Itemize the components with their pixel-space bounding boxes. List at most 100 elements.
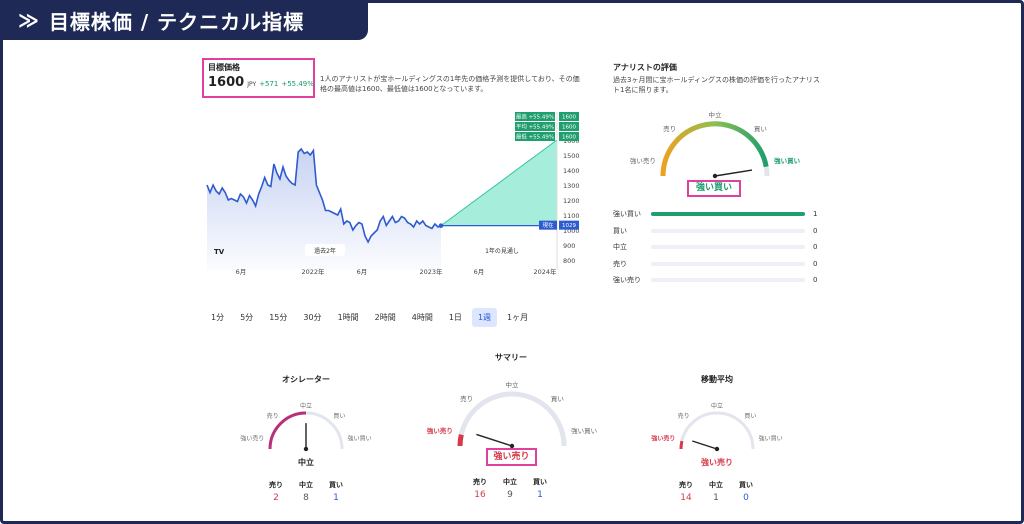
timeframe-button[interactable]: 15分: [269, 313, 288, 322]
gauge-label: 強い売り: [240, 434, 264, 442]
gauge-label: 強い買い: [571, 427, 597, 435]
gauge-pivot: [303, 446, 309, 452]
past-label-bg: [305, 244, 345, 256]
count-sell: 16: [474, 490, 486, 500]
y-tick-label: 1100: [563, 212, 580, 220]
x-tick-label: 6月: [357, 268, 368, 276]
count-sell-label: 売り: [269, 481, 283, 489]
current-value-bg: [559, 220, 579, 230]
price-line: [206, 147, 442, 244]
rating-count: 0: [813, 259, 818, 268]
count-neutral-label: 中立: [709, 481, 723, 489]
rating-row: 強い買い 1: [613, 206, 823, 223]
target-description: 1人のアナリストが宝ホールディングスの1年先の価格予測を提供しており、その価格の…: [320, 75, 580, 93]
gauge-label: 売り: [663, 124, 676, 133]
gauge-label: 強い買い: [759, 434, 783, 442]
price-forecast-chart: 1600 1500 1400 1300 1200 1100 1000 900 800 6月 2022…: [206, 112, 580, 276]
rating-track: [651, 261, 805, 266]
gauge-label: 買い: [333, 413, 345, 420]
timeframe-button[interactable]: 30分: [303, 313, 322, 322]
rating-track: [651, 245, 805, 250]
count-buy: 0: [743, 493, 749, 503]
forecast-label: 最高 +55.49%: [516, 113, 554, 121]
count-sell: 14: [680, 493, 692, 503]
gauge-fill: [268, 411, 307, 450]
forecast-label: 最低 +55.49%: [516, 133, 554, 141]
gauge-track: [457, 391, 567, 447]
oscillator-title: オシレーター: [282, 375, 330, 384]
double-chevron-icon: ≫: [18, 8, 39, 32]
current-value: 1029: [562, 223, 576, 229]
y-tick-label: 1000: [563, 227, 580, 235]
gauge-track: [679, 411, 755, 450]
forecast-value-bg: [559, 112, 579, 121]
analyst-verdict: 強い買い: [687, 180, 741, 197]
forecast-high-line: [440, 139, 558, 227]
count-buy: 1: [537, 490, 543, 500]
timeframe-button[interactable]: 5分: [240, 313, 254, 322]
timeframe-button[interactable]: 4時間: [411, 313, 433, 322]
summary-counts: 売り 16 中立 9 買い 1: [465, 477, 555, 500]
gauge-label: 買い: [754, 125, 767, 133]
gauge-needle: [476, 433, 513, 447]
count-sell-label: 売り: [473, 478, 487, 486]
gauge-label: 強い売り: [427, 426, 453, 435]
gauge-label: 売り: [678, 412, 690, 420]
forecast-value: 1600: [562, 135, 576, 141]
rating-row: 強い売り 0: [613, 272, 823, 289]
rating-bars: 強い買い 1 買い 0 中立 0 売り 0 強い売り 0: [613, 206, 823, 289]
y-tick-label: 1400: [563, 167, 580, 175]
past-period-label: 過去2年: [314, 247, 336, 255]
timeframe-button[interactable]: 2時間: [374, 313, 396, 322]
x-tick-label: 2022年: [301, 267, 325, 276]
gauge-pivot: [509, 443, 515, 449]
gauge-label: 強い買い: [348, 434, 372, 442]
rating-count: 0: [813, 243, 818, 252]
target-price-value: 1600: [208, 75, 245, 90]
rating-track: [651, 212, 805, 217]
analyst-description: 過去3ヶ月間に宝ホールディングスの株価の評価を行ったアナリスト1名に照ります。: [613, 76, 820, 94]
oscillator-verdict: 中立: [298, 458, 314, 467]
timeframe-button[interactable]: 1日: [448, 313, 462, 322]
change-abs: +571: [259, 80, 279, 88]
y-tick-label: 900: [563, 242, 575, 250]
y-tick-label: 1500: [563, 152, 580, 160]
summary-title: サマリー: [495, 353, 527, 362]
forecast-value-bg: [559, 132, 579, 141]
forecast-period-bg: [477, 244, 527, 256]
y-tick-label: 1300: [563, 182, 580, 190]
gauge-pivot: [714, 446, 720, 452]
forecast-label-bg: [515, 112, 555, 121]
count-neutral: 8: [303, 493, 309, 503]
gauge-fill: [660, 121, 769, 177]
gauge-label: 中立: [506, 380, 520, 389]
price-area: [207, 149, 441, 270]
timeframe-button[interactable]: 1分: [211, 313, 225, 322]
timeframe-button[interactable]: 1ヶ月: [507, 313, 529, 322]
gauge-fill: [679, 440, 684, 450]
rating-count: 0: [813, 226, 818, 235]
rating-label: 強い売り: [613, 276, 641, 285]
timeframe-button[interactable]: 1週: [471, 308, 498, 327]
x-tick-label: 6月: [474, 268, 485, 276]
forecast-label: 平均 +55.49%: [516, 123, 554, 131]
gauge-needle: [692, 440, 718, 450]
y-tick-label: 800: [563, 257, 575, 265]
summary-verdict: 強い売り: [486, 448, 537, 466]
forecast-period-label: 1年の見通し: [485, 247, 519, 255]
gauge-fill: [457, 434, 464, 447]
tradingview-logo-icon: TV: [214, 248, 225, 256]
rating-track: [651, 228, 805, 233]
count-buy: 1: [333, 493, 339, 503]
rating-label: 売り: [613, 259, 627, 268]
oscillator-counts: 売り 2 中立 8 買い 1: [261, 480, 351, 503]
timeframe-button[interactable]: 1時間: [337, 313, 359, 322]
banner-title: 目標株価 / テクニカル指標: [48, 9, 305, 34]
current-label: 現在: [542, 221, 554, 229]
analyst-title: アナリストの評価: [613, 63, 677, 72]
x-tick-label: 2023年: [419, 267, 443, 276]
count-sell: 2: [273, 493, 279, 503]
